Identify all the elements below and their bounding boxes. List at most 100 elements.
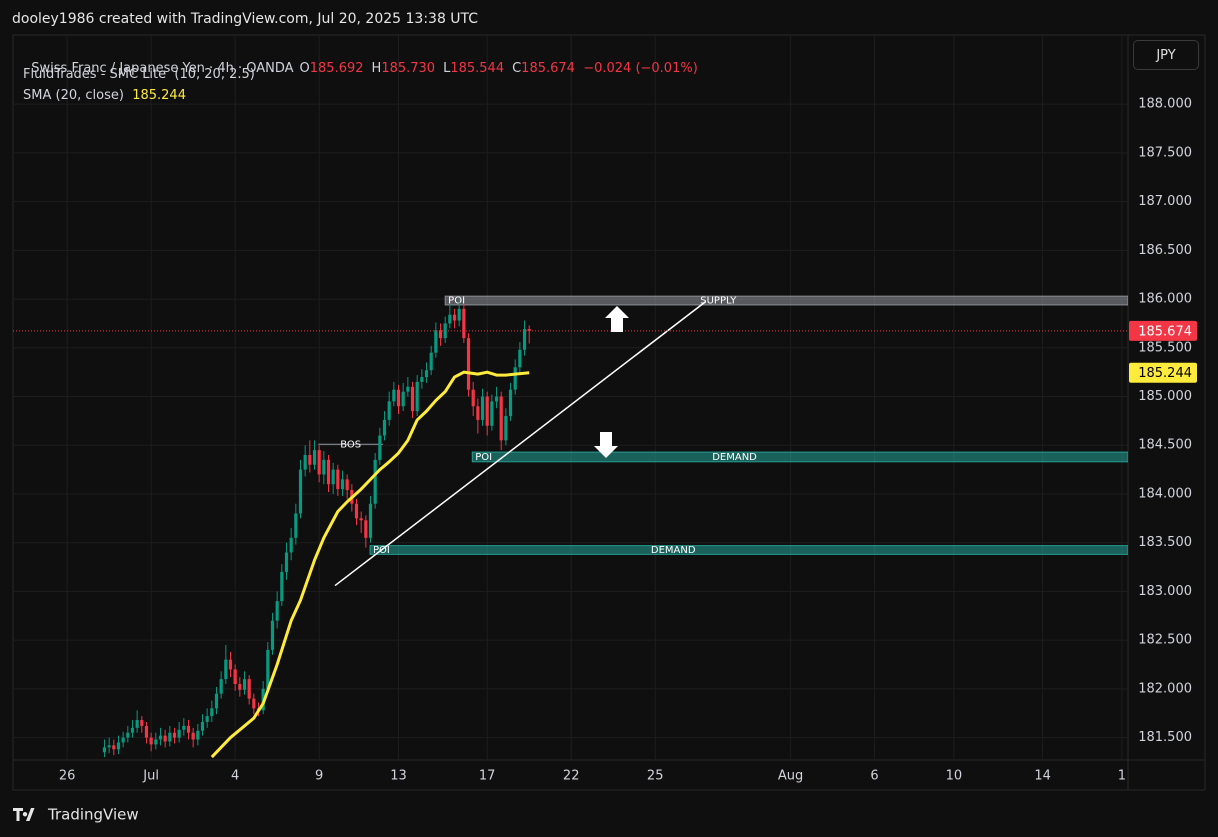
candle-body xyxy=(200,721,205,731)
candle-body xyxy=(420,377,424,382)
attribution: dooley1986 created with TradingView.com,… xyxy=(12,11,478,27)
x-tick-label: 10 xyxy=(946,769,963,784)
currency-button[interactable]: JPY xyxy=(1133,40,1199,70)
price-tag-label: 185.674 xyxy=(1138,324,1192,339)
indicator-name: FluidTrades - SMC Lite (10, 20, 2.5) xyxy=(23,67,255,82)
candle-body xyxy=(308,454,312,465)
candle-body xyxy=(177,729,181,738)
zone-right-label: DEMAND xyxy=(651,545,696,556)
candle-body xyxy=(354,503,359,519)
symbol-title: Swiss Franc / Japanese Yen · 4h · OANDA xyxy=(31,61,294,76)
y-tick-label: 183.000 xyxy=(1138,584,1192,599)
candle-body xyxy=(172,732,177,738)
candle-body xyxy=(406,386,410,392)
ohlc-value: 185.730 xyxy=(381,61,436,76)
candle-body xyxy=(224,659,228,680)
down-arrow xyxy=(594,432,618,458)
zone-left-label: POI xyxy=(475,452,492,463)
candle-body xyxy=(298,469,303,514)
candle-body xyxy=(476,406,480,420)
candle-body xyxy=(415,381,419,412)
candle-body xyxy=(392,389,396,402)
candle-body xyxy=(107,745,111,748)
up-arrow xyxy=(605,306,629,332)
x-tick-label: 4 xyxy=(231,769,239,784)
y-tick-label: 188.000 xyxy=(1138,97,1192,112)
candle-body xyxy=(233,669,237,684)
candle-body xyxy=(116,742,121,750)
candle-body xyxy=(480,396,485,420)
sma-line xyxy=(210,370,530,759)
candle-body xyxy=(102,747,107,753)
ohlc-prefix: O xyxy=(299,61,310,76)
grid xyxy=(13,35,1128,760)
candle-body xyxy=(182,725,186,730)
candle-body xyxy=(219,679,223,694)
candle-body xyxy=(303,454,307,470)
ohlc-value: 185.692 xyxy=(309,61,364,76)
candle-body xyxy=(149,737,153,745)
candle-body xyxy=(326,459,331,485)
candle-body xyxy=(158,735,163,740)
y-tick-label: 182.000 xyxy=(1138,681,1192,696)
x-tick-label: 6 xyxy=(870,769,878,784)
ohlc-prefix: L xyxy=(443,61,451,76)
zone xyxy=(471,451,1128,463)
y-tick-label: 182.500 xyxy=(1138,633,1192,648)
candle-body xyxy=(382,419,387,436)
candle-body xyxy=(317,450,321,475)
brand: TradingView xyxy=(47,806,139,824)
x-tick-label: Jul xyxy=(142,769,159,784)
zone-right-label: SUPPLY xyxy=(700,296,737,307)
sma-tag-label: 185.244 xyxy=(1138,366,1192,381)
x-tick-label: 9 xyxy=(315,769,323,784)
candle-body xyxy=(186,725,191,733)
candle-body xyxy=(452,314,457,321)
zone xyxy=(444,295,1128,306)
candle-body xyxy=(135,720,139,728)
candle-body xyxy=(126,732,130,738)
y-tick-label: 186.000 xyxy=(1138,292,1192,307)
plot: POISUPPLYPOIDEMANDPOIDEMANDBOS xyxy=(13,295,1128,759)
candle-body xyxy=(252,698,256,709)
zone-left-label: POI xyxy=(448,296,465,307)
candle-body xyxy=(434,330,438,353)
candle-body xyxy=(154,739,158,745)
candle-body xyxy=(168,732,172,742)
sma-tag xyxy=(1129,362,1197,383)
indicator-legend: FluidTrades - SMC Lite (10, 20, 2.5) xyxy=(23,67,255,82)
candle-body xyxy=(527,329,531,331)
x-tick-label: 22 xyxy=(563,769,580,784)
candle-body xyxy=(228,659,233,670)
y-tick-label: 187.000 xyxy=(1138,194,1192,209)
candle-body xyxy=(462,308,466,339)
candle-body xyxy=(471,389,475,407)
candle-body xyxy=(410,386,415,412)
candle-body xyxy=(163,735,167,742)
candle-body xyxy=(499,396,503,441)
candle-body xyxy=(121,737,125,743)
candle-body xyxy=(522,329,527,350)
x-tick-label: Aug xyxy=(778,769,803,784)
y-tick-label: 186.500 xyxy=(1138,243,1192,258)
candle-body xyxy=(364,520,368,538)
candle-body xyxy=(284,552,289,572)
candle-body xyxy=(247,679,251,699)
candle-body xyxy=(457,308,461,321)
candle-body xyxy=(294,513,298,538)
candle-body xyxy=(270,620,275,650)
ohlc-value: 185.544 xyxy=(450,61,505,76)
x-tick-label: 14 xyxy=(1034,769,1051,784)
candle-body xyxy=(196,730,200,740)
candle-body xyxy=(387,401,391,420)
axes: 181.500 182.000 182.500 183.000 183.500 184.0… xyxy=(59,97,1197,784)
candle-body xyxy=(242,679,247,690)
candle-body xyxy=(340,479,345,490)
x-tick-label: 25 xyxy=(647,769,664,784)
chart-frame xyxy=(12,34,1206,791)
candle-body xyxy=(345,479,349,491)
candle-body xyxy=(140,720,144,726)
candle-body xyxy=(238,683,242,690)
candle-body xyxy=(504,416,508,441)
